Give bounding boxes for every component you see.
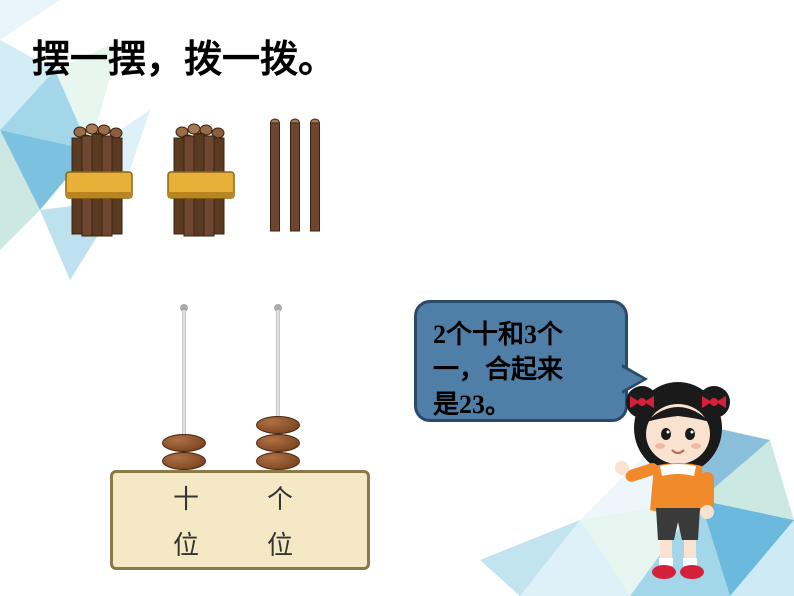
speech-line-2: 一，合起来 [433,355,563,384]
ones-bead [256,434,300,452]
loose-sticks [270,118,320,234]
speech-line-3: 是23。 [433,390,511,419]
bundles-of-ten [60,120,240,240]
abacus-base: 十 位 个 位 [110,470,370,570]
bundle-1 [60,120,138,240]
speech-bubble: 2个十和3个 一，合起来 是23。 [414,300,628,422]
stick-2 [290,118,300,234]
tens-label-bottom: 位 [171,525,201,567]
stick-1 [270,118,280,234]
speech-line-1: 2个十和3个 [433,320,563,349]
tens-bead [162,434,206,452]
place-value-abacus: 十 位 个 位 [110,300,370,570]
ones-bead [256,416,300,434]
stick-3 [310,118,320,234]
bundle-2 [162,120,240,240]
ones-bead [256,452,300,470]
ones-label-top: 个 [265,479,295,521]
tens-label-top: 十 [171,479,201,521]
ones-label-bottom: 位 [265,525,295,567]
page-title: 摆一摆，拨一拨。 [32,28,336,83]
tens-bead [162,452,206,470]
girl-character [606,372,746,582]
